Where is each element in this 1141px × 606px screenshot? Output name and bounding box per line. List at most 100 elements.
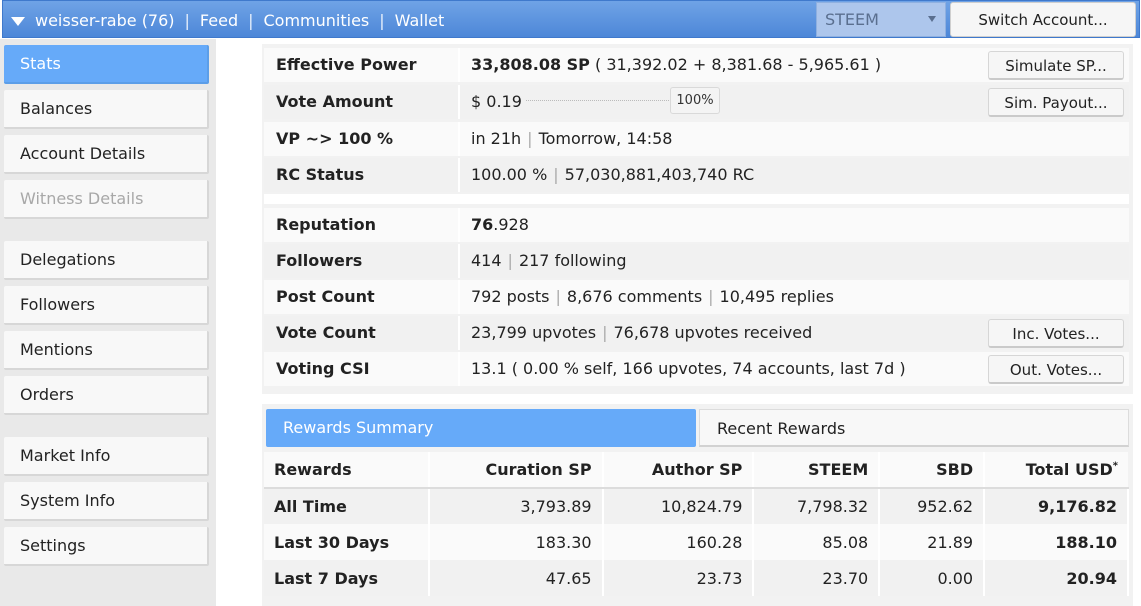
row-label: Vote Count: [276, 323, 376, 342]
column-divider: [458, 122, 460, 156]
value-separator: |: [708, 287, 714, 306]
steem-cell: 7,798.32: [753, 488, 881, 524]
sidebar-item-delegations[interactable]: Delegations: [4, 241, 209, 280]
sidebar-item-mentions[interactable]: Mentions: [4, 331, 209, 370]
vote-weight-percent[interactable]: 100%: [670, 87, 720, 114]
row-label: Last 30 Days: [264, 524, 430, 560]
table-row: All Time 3,793.89 10,824.79 7,798.32 952…: [264, 488, 1129, 524]
nav-link-communities[interactable]: Communities: [263, 10, 370, 30]
chain-select[interactable]: STEEM: [816, 2, 946, 37]
vp-time: Tomorrow, 14:58: [538, 129, 673, 148]
sidebar-item-orders[interactable]: Orders: [4, 376, 209, 415]
effective-power-total: 33,808.08 SP: [471, 55, 590, 74]
nav-link-feed[interactable]: Feed: [199, 10, 239, 30]
top-bar: weisser-rabe (76) | Feed | Communities |…: [2, 0, 1140, 38]
vp-value: in 21h | Tomorrow, 14:58: [471, 129, 672, 148]
row-label: Vote Amount: [276, 92, 394, 111]
row-followers: Followers 414 | 217 following: [264, 244, 1129, 278]
column-divider: [458, 352, 460, 386]
sbd-cell: 21.89: [879, 524, 986, 560]
nav-separator: |: [248, 10, 254, 30]
nav-link-wallet[interactable]: Wallet: [394, 10, 445, 30]
row-label: All Time: [264, 488, 430, 524]
column-divider: [458, 158, 460, 192]
sidebar-item-account-details[interactable]: Account Details: [4, 135, 209, 174]
nav-separator: |: [184, 10, 190, 30]
incoming-votes-button[interactable]: Inc. Votes...: [988, 319, 1124, 348]
column-header-rewards: Rewards: [264, 452, 430, 489]
value-separator: |: [555, 287, 561, 306]
account-menu-link[interactable]: weisser-rabe (76): [35, 10, 175, 30]
vote-count-value: 23,799 upvotes | 76,678 upvotes received: [471, 323, 812, 342]
column-header-total-usd: Total USD*: [984, 452, 1128, 489]
total-usd-label: Total USD: [1025, 460, 1113, 479]
value-separator: |: [507, 251, 513, 270]
followers-value: 414 | 217 following: [471, 251, 627, 270]
effective-power-breakdown: ( 31,392.02 + 8,381.68 - 5,965.61 ): [589, 55, 882, 74]
sidebar-item-stats[interactable]: Stats: [4, 45, 209, 84]
total-usd-cell: 20.94: [984, 560, 1129, 596]
post-count-value: 792 posts | 8,676 comments | 10,495 replies: [471, 287, 834, 306]
row-voting-csi: Voting CSI 13.1 ( 0.00 % self, 166 upvot…: [264, 352, 1129, 386]
sbd-cell: 0.00: [879, 560, 986, 596]
table-header-row: Rewards Curation SP Author SP STEEM SBD …: [264, 452, 1128, 489]
column-header-curation-sp: Curation SP: [428, 452, 604, 489]
sidebar-item-market-info[interactable]: Market Info: [4, 437, 209, 476]
reputation-decimal: .928: [493, 215, 529, 234]
sidebar-item-settings[interactable]: Settings: [4, 527, 209, 566]
sidebar-item-system-info[interactable]: System Info: [4, 482, 209, 521]
value-separator: |: [602, 323, 608, 342]
tab-rewards-summary[interactable]: Rewards Summary: [266, 409, 696, 447]
column-header-sbd: SBD: [879, 452, 986, 489]
curation-sp-cell: 47.65: [428, 560, 604, 596]
sim-payout-button[interactable]: Sim. Payout...: [988, 88, 1124, 117]
chain-select-value: STEEM: [825, 10, 879, 29]
row-post-count: Post Count 792 posts | 8,676 comments | 10,4…: [264, 280, 1129, 314]
steem-cell: 23.70: [753, 560, 881, 596]
sidebar: Stats Balances Account Details Witness D…: [0, 39, 216, 606]
rc-percent: 100.00 %: [471, 165, 548, 184]
reputation-integer: 76: [471, 215, 494, 234]
upvotes-count: 23,799 upvotes: [471, 323, 597, 342]
total-usd-cell: 188.10: [984, 524, 1129, 560]
posts-count: 792 posts: [471, 287, 550, 306]
author-sp-cell: 160.28: [602, 524, 755, 560]
total-usd-cell: 9,176.82: [984, 488, 1129, 524]
column-divider: [458, 316, 460, 350]
row-label: Last 7 Days: [264, 560, 430, 596]
steem-cell: 85.08: [753, 524, 881, 560]
row-vp: VP ~> 100 % in 21h | Tomorrow, 14:58: [264, 122, 1129, 156]
vp-eta: in 21h: [471, 129, 522, 148]
column-divider: [458, 48, 460, 82]
row-label: Reputation: [276, 215, 376, 234]
row-vote-count: Vote Count 23,799 upvotes | 76,678 upvotes…: [264, 316, 1129, 350]
row-label: VP ~> 100 %: [276, 129, 394, 148]
sidebar-item-witness-details: Witness Details: [4, 180, 209, 219]
chevron-down-icon[interactable]: [11, 16, 25, 26]
top-nav: weisser-rabe (76) | Feed | Communities |…: [11, 1, 444, 39]
upvotes-received-count: 76,678 upvotes received: [613, 323, 813, 342]
switch-account-button[interactable]: Switch Account...: [950, 2, 1136, 37]
tab-recent-rewards[interactable]: Recent Rewards: [699, 409, 1129, 447]
value-separator: |: [527, 129, 533, 148]
value-separator: |: [553, 165, 559, 184]
column-header-steem: STEEM: [753, 452, 881, 489]
sidebar-item-followers[interactable]: Followers: [4, 286, 209, 325]
row-reputation: Reputation 76.928: [264, 208, 1129, 242]
vote-weight-slider[interactable]: [526, 100, 671, 101]
row-label: Voting CSI: [276, 359, 370, 378]
row-label: Post Count: [276, 287, 375, 306]
author-sp-cell: 23.73: [602, 560, 755, 596]
rewards-table: Rewards Curation SP Author SP STEEM SBD …: [264, 452, 1129, 596]
outgoing-votes-button[interactable]: Out. Votes...: [988, 355, 1124, 384]
row-rc-status: RC Status 100.00 % | 57,030,881,403,740 RC: [264, 158, 1129, 192]
row-label: Followers: [276, 251, 363, 270]
row-label: Effective Power: [276, 55, 417, 74]
comments-count: 8,676 comments: [566, 287, 703, 306]
curation-sp-cell: 3,793.89: [428, 488, 604, 524]
column-divider: [458, 208, 460, 242]
simulate-sp-button[interactable]: Simulate SP...: [988, 51, 1124, 80]
replies-count: 10,495 replies: [719, 287, 834, 306]
column-divider: [458, 85, 460, 119]
sidebar-item-balances[interactable]: Balances: [4, 90, 209, 129]
